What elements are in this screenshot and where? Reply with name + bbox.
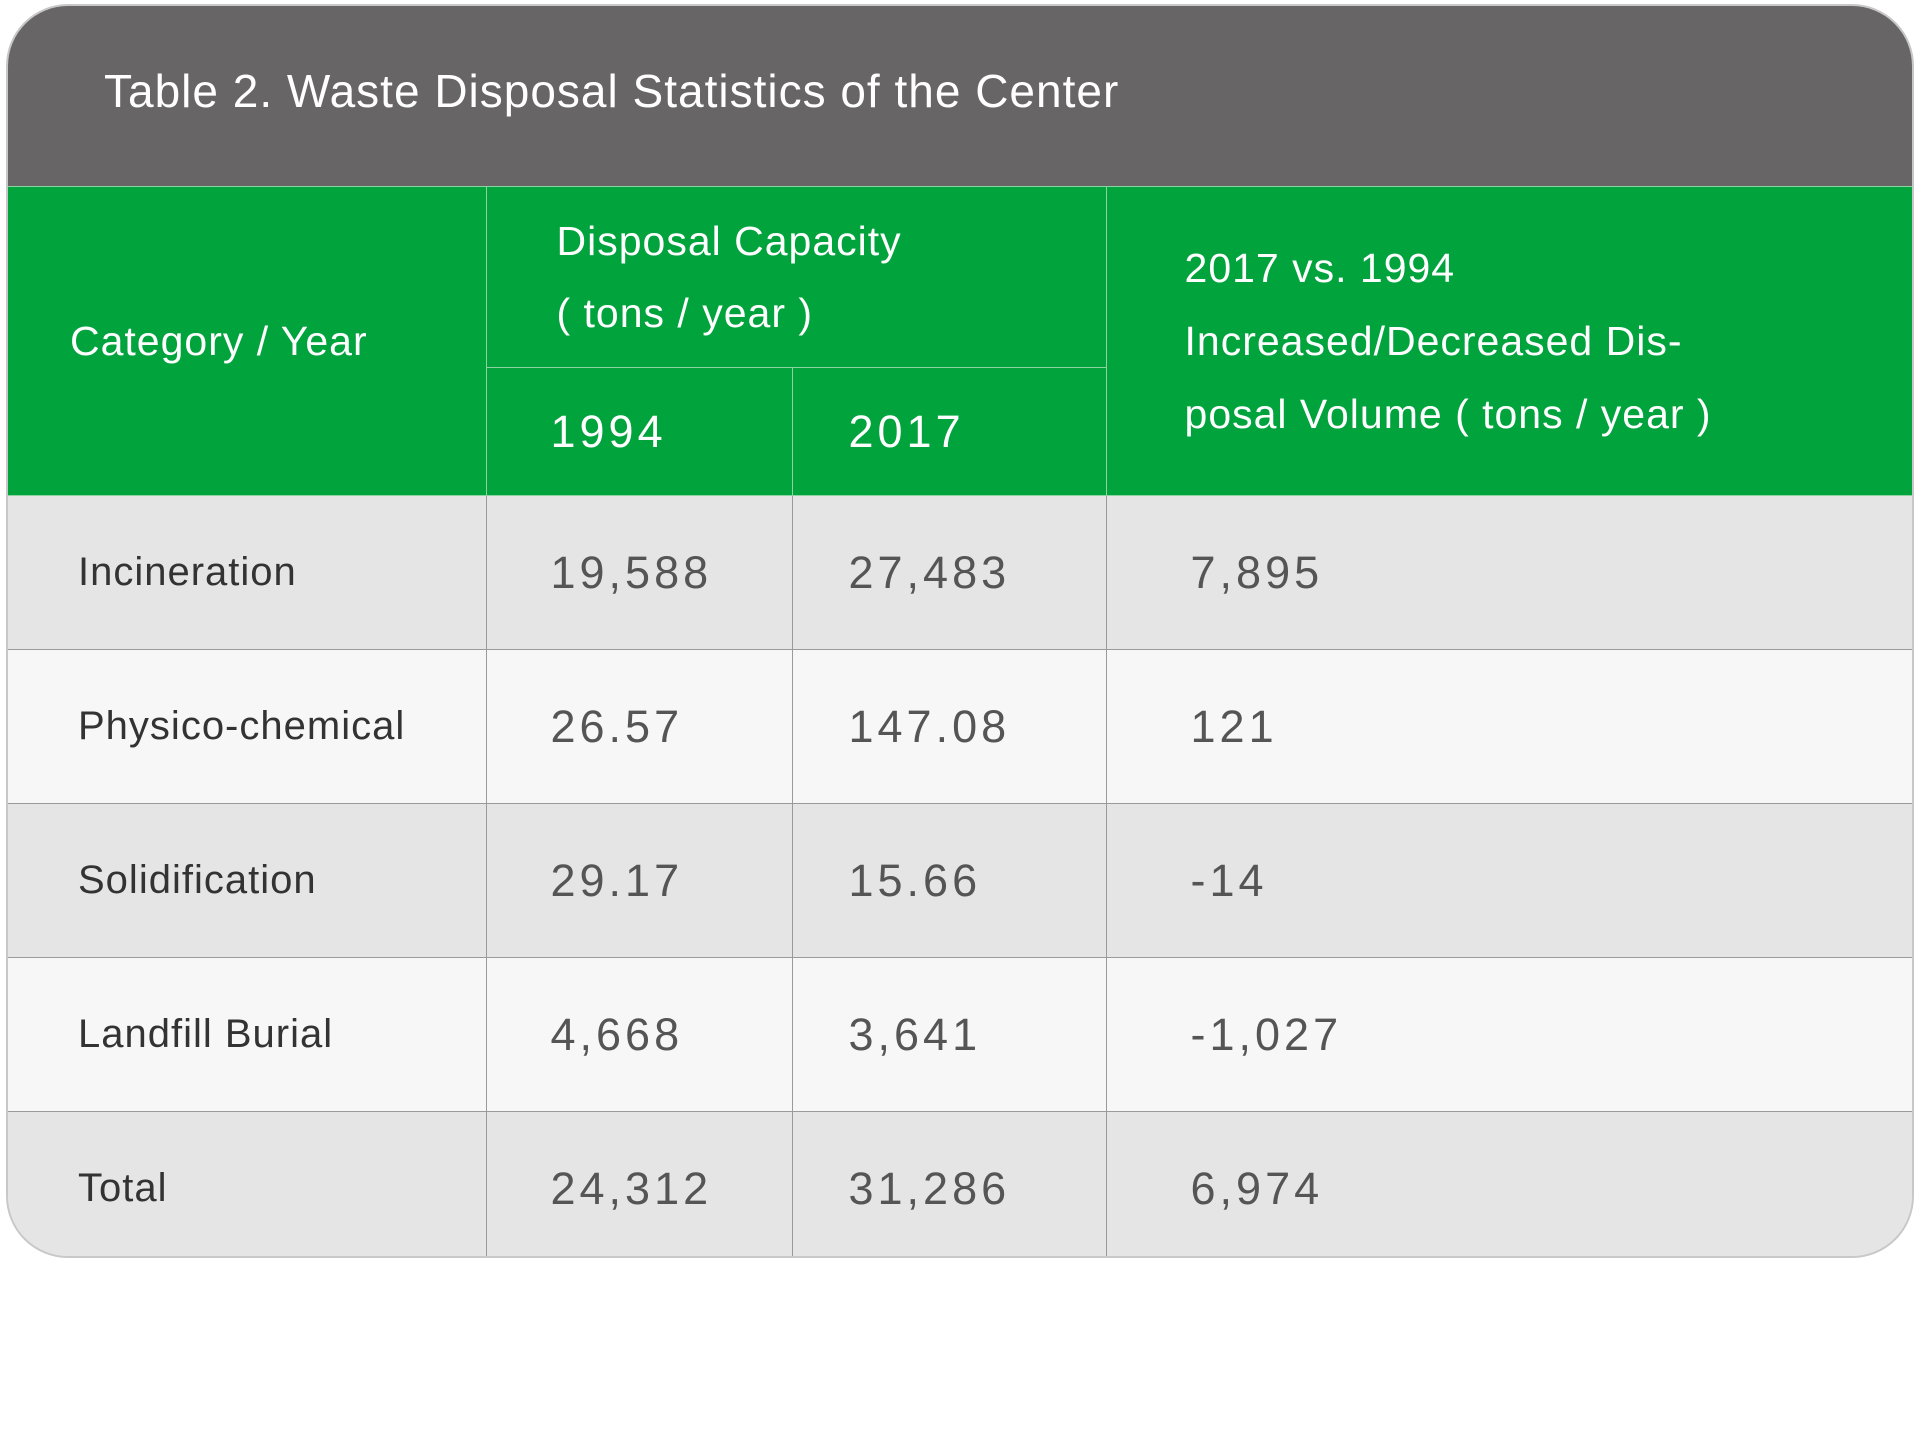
row-category: Landfill Burial xyxy=(8,957,487,1112)
table-title: Table 2. Waste Disposal Statistics of th… xyxy=(104,65,1120,117)
header-category-year: Category / Year xyxy=(8,186,487,496)
header-row-years: 1994 2017 xyxy=(8,367,1912,496)
row-value-2017: 15.66 xyxy=(791,803,1107,958)
waste-disposal-table-card: Table 2. Waste Disposal Statistics of th… xyxy=(6,4,1914,1258)
table-row: Solidification 29.17 15.66 -14 xyxy=(8,803,1912,958)
row-value-1994: 19,588 xyxy=(485,495,793,650)
table-row: Physico-chemical 26.57 147.08 121 xyxy=(8,649,1912,804)
row-value-2017: 31,286 xyxy=(791,1111,1107,1256)
header-year-1994: 1994 xyxy=(485,367,793,496)
row-value-change: 6,974 xyxy=(1105,1111,1912,1256)
row-value-change: -1,027 xyxy=(1105,957,1912,1112)
table-row-total: Total 24,312 31,286 6,974 xyxy=(8,1111,1912,1256)
row-value-2017: 27,483 xyxy=(791,495,1107,650)
table-row: Landfill Burial 4,668 3,641 -1,027 xyxy=(8,957,1912,1112)
row-value-2017: 147.08 xyxy=(791,649,1107,804)
waste-disposal-table: Category / Year Disposal Capacity ( tons… xyxy=(8,186,1912,1256)
table-title-bar: Table 2. Waste Disposal Statistics of th… xyxy=(8,6,1912,186)
header-year-2017: 2017 xyxy=(791,367,1107,496)
row-value-change: -14 xyxy=(1105,803,1912,958)
row-category: Physico-chemical xyxy=(8,649,487,804)
row-category: Incineration xyxy=(8,495,487,650)
header-volume-change: 2017 vs. 1994 Increased/Decreased Dis- p… xyxy=(1105,186,1912,496)
header-disposal-capacity: Disposal Capacity ( tons / year ) xyxy=(485,186,1107,368)
row-value-1994: 4,668 xyxy=(485,957,793,1112)
row-category: Solidification xyxy=(8,803,487,958)
header-capacity-line1: Disposal Capacity xyxy=(556,218,902,264)
row-value-change: 121 xyxy=(1105,649,1912,804)
row-value-1994: 24,312 xyxy=(485,1111,793,1256)
row-value-1994: 29.17 xyxy=(485,803,793,958)
row-category: Total xyxy=(8,1111,487,1256)
row-value-change: 7,895 xyxy=(1105,495,1912,650)
header-capacity-line2: ( tons / year ) xyxy=(556,290,814,336)
table-row: Incineration 19,588 27,483 7,895 xyxy=(8,495,1912,650)
row-value-2017: 3,641 xyxy=(791,957,1107,1112)
header-row-top: Category / Year Disposal Capacity ( tons… xyxy=(8,186,1912,496)
header-diff-line2: Increased/Decreased Dis- xyxy=(1184,317,1683,364)
header-diff-line3: posal Volume ( tons / year ) xyxy=(1184,390,1712,437)
header-diff-line1: 2017 vs. 1994 xyxy=(1184,244,1456,291)
header-category-label: Category / Year xyxy=(70,317,368,364)
row-value-1994: 26.57 xyxy=(485,649,793,804)
